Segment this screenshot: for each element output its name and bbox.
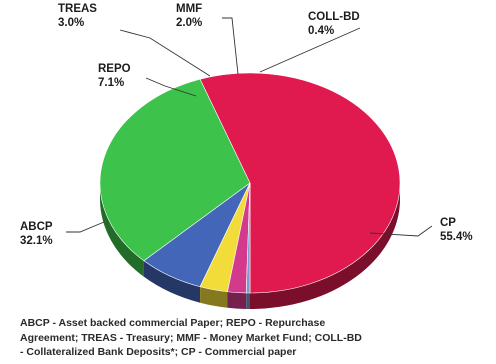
footnote-line: Agreement; TREAS - Treasury; MMF - Money… xyxy=(20,331,362,344)
slice-value-cp: 55.4% xyxy=(440,231,473,243)
leader-line-cp xyxy=(369,225,433,237)
slice-side-coll-bd xyxy=(246,292,250,309)
slice-side-abcp xyxy=(100,183,144,277)
slice-side-repo xyxy=(143,260,201,303)
leader-line-mmf xyxy=(222,17,239,75)
slice-value-treas: 3.0% xyxy=(58,17,84,29)
slice-label-coll-bd: COLL-BD xyxy=(308,11,360,23)
leader-line-treas xyxy=(119,29,211,77)
pie-3d-sides xyxy=(100,183,400,309)
slice-value-mmf: 2.0% xyxy=(176,17,202,29)
slice-coll-bd xyxy=(245,182,251,294)
slice-label-repo: REPO xyxy=(98,63,131,75)
slice-value-repo: 7.1% xyxy=(98,77,124,89)
slice-side-mmf xyxy=(227,291,247,309)
slice-side-cp xyxy=(250,183,400,309)
slice-label-abcp: ABCP xyxy=(20,221,53,233)
slice-label-mmf: MMF xyxy=(176,3,202,15)
leader-line-coll-bd xyxy=(259,27,361,73)
slice-label-cp: CP xyxy=(440,217,456,229)
slice-abcp xyxy=(99,78,251,262)
footnote-line: ABCP - Asset backed commercial Paper; RE… xyxy=(20,317,326,329)
slice-side-treas xyxy=(200,286,228,308)
slice-labels: CP 55.4% ABCP 32.1% REPO 7.1% TREAS 3.0% MMF 2.0%… xyxy=(20,3,473,247)
slice-label-treas: TREAS xyxy=(58,3,97,15)
leader-lines xyxy=(66,17,433,237)
slice-value-coll-bd: 0.4% xyxy=(308,25,334,37)
leader-line-abcp xyxy=(66,221,105,233)
pie-slices xyxy=(99,72,401,294)
leader-line-repo xyxy=(145,77,197,97)
slice-value-abcp: 32.1% xyxy=(20,235,53,247)
chart-footnote: ABCP - Asset backed commercial Paper; RE… xyxy=(20,316,490,360)
footnote-line: - Collateralized Bank Deposits*; CP - Co… xyxy=(20,346,297,358)
